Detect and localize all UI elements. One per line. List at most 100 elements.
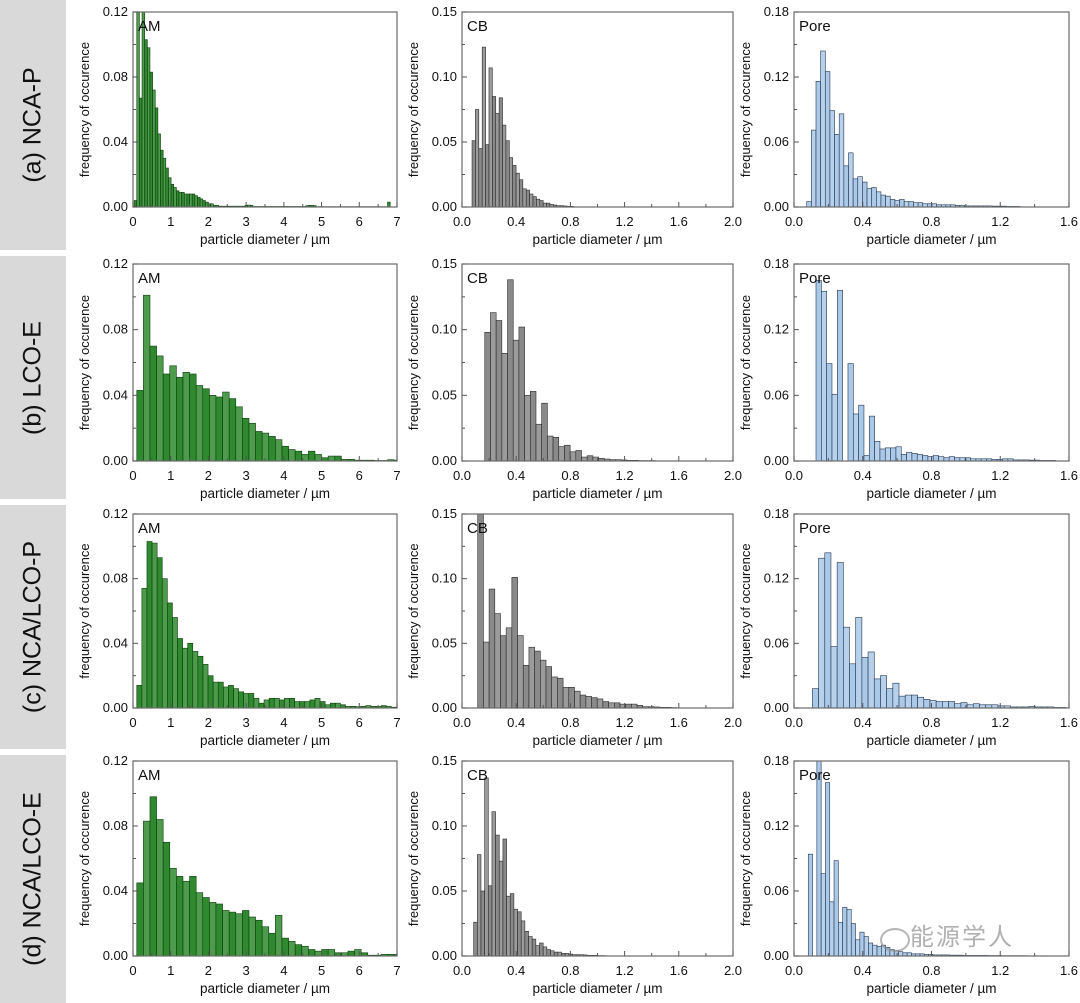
x-tick-label: 7 (393, 214, 400, 229)
histogram-bar (327, 455, 336, 461)
x-tick-label: 1.6 (1060, 715, 1078, 730)
x-tick-label: 1.6 (670, 963, 688, 978)
y-axis-label: frequency of occurence (77, 543, 92, 678)
histogram-bar (143, 294, 151, 461)
histogram-bar (281, 445, 289, 461)
x-tick-label: 1.2 (991, 715, 1009, 730)
histogram-bar (162, 157, 167, 207)
chart-panel-cb: 0.0 0.4 0.8 1.2 1.6 2.0 0.00 0.05 0.10 0.15 partic… (406, 753, 742, 996)
histogram-bar (524, 395, 531, 461)
histogram-bar (177, 638, 183, 708)
histogram-bar (149, 71, 153, 207)
histogram-bar (898, 951, 904, 956)
x-tick-label: 0.8 (922, 214, 940, 229)
histogram-bar (512, 339, 520, 461)
histogram-bar (922, 455, 929, 461)
x-tick-label: 0.0 (453, 963, 471, 978)
histogram-bar (228, 398, 237, 461)
histogram-bar (202, 897, 210, 956)
y-tick-label: 0.05 (432, 635, 457, 650)
histogram-bar (515, 172, 520, 207)
histogram-bar (885, 195, 891, 207)
histogram-bar (954, 703, 962, 708)
y-axis-label: frequency of occurence (738, 42, 753, 177)
x-tick-label: 5 (318, 468, 325, 483)
histogram-bar (136, 685, 143, 708)
histogram-bar (156, 557, 163, 708)
chart-panel-cb: 0.0 0.4 0.8 1.2 1.6 2.0 0.00 0.05 0.10 0.15 partic… (406, 4, 742, 247)
y-tick-label: 0.12 (764, 69, 789, 84)
histogram-bar (294, 701, 300, 708)
histogram-bar (900, 454, 907, 461)
y-axis-label: frequency of occurence (406, 543, 421, 678)
histogram-bar (475, 109, 480, 207)
x-tick-label: 1.2 (616, 214, 634, 229)
histogram-bar (144, 39, 148, 207)
histogram-bar (172, 617, 178, 708)
x-tick-label: 0.8 (922, 468, 940, 483)
x-tick-label: 7 (393, 963, 400, 978)
y-axis-label: frequency of occurence (406, 791, 421, 926)
histogram-bar (546, 949, 551, 956)
histogram-bar (547, 435, 554, 461)
histogram-bar (876, 945, 882, 956)
x-tick-label: 5 (318, 963, 325, 978)
histogram-bar (314, 950, 322, 956)
y-axis-label: frequency of occurence (406, 295, 421, 430)
panel-label: AM (138, 520, 161, 537)
histogram-bar (834, 134, 840, 207)
histogram-bar (195, 892, 204, 956)
histogram-bar (289, 697, 295, 708)
histogram-bar (917, 202, 924, 207)
histogram-bar (141, 588, 148, 708)
x-tick-label: 0.0 (453, 715, 471, 730)
histogram-bar (181, 192, 185, 207)
histogram-bar (541, 402, 548, 461)
histogram-bar (494, 613, 501, 708)
histogram-bar (829, 901, 835, 956)
histogram-bar (838, 113, 845, 207)
histogram-bar (528, 646, 535, 708)
y-axis-label: frequency of occurence (77, 791, 92, 926)
histogram-bar (484, 331, 491, 461)
x-tick-label: 7 (393, 715, 400, 730)
x-tick-label: 1.2 (991, 468, 1009, 483)
histogram-bar (857, 176, 863, 207)
x-tick-label: 0.8 (561, 214, 579, 229)
histogram-bar (520, 920, 526, 956)
histogram-bar (511, 577, 518, 708)
x-tick-label: 1.2 (616, 715, 634, 730)
histogram-bar (859, 931, 865, 956)
histogram-bar (248, 422, 256, 461)
y-axis-label: frequency of occurence (738, 791, 753, 926)
histogram-bar (929, 700, 937, 708)
histogram-bar (205, 201, 209, 207)
y-tick-label: 0.08 (103, 69, 128, 84)
histogram-bar (824, 552, 832, 708)
histogram-bar (855, 939, 861, 956)
histogram-bar (176, 876, 184, 956)
histogram-bar (156, 355, 164, 461)
histogram-bar (863, 455, 870, 461)
histogram-bar (354, 949, 362, 956)
histogram-bar (275, 915, 283, 956)
histogram-bar (199, 198, 204, 207)
histogram-bar (223, 686, 229, 708)
histogram-bar (608, 702, 615, 708)
histogram-bar (222, 910, 230, 956)
histogram-bar (167, 602, 173, 708)
histogram-bar (866, 188, 872, 207)
x-tick-label: 6 (356, 715, 363, 730)
histogram-bar (826, 363, 833, 461)
histogram-bar (182, 372, 190, 461)
histogram-bar (387, 201, 391, 207)
histogram-bar (880, 194, 886, 207)
histogram-bar (505, 140, 510, 207)
histogram-bar (151, 542, 158, 708)
histogram-bar (517, 635, 524, 708)
histogram-bar (876, 191, 882, 207)
x-tick-label: 1 (167, 715, 174, 730)
x-tick-label: 6 (356, 214, 363, 229)
histogram-bar (614, 702, 621, 708)
